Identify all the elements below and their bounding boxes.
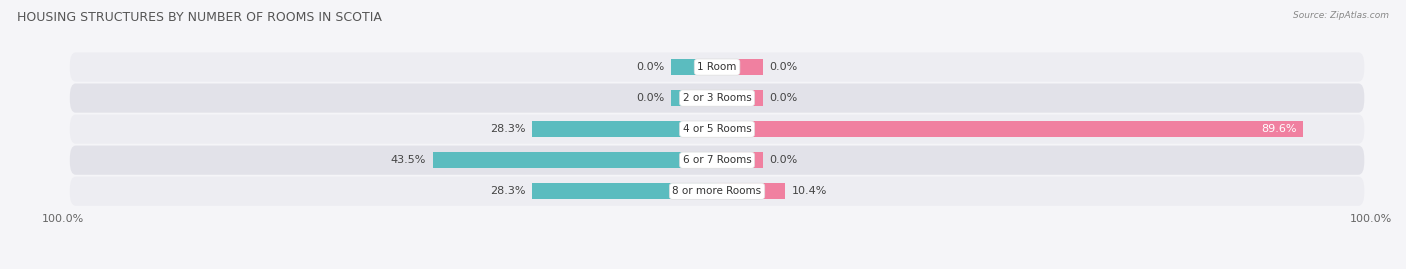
Text: 1 Room: 1 Room bbox=[697, 62, 737, 72]
Text: 4 or 5 Rooms: 4 or 5 Rooms bbox=[683, 124, 751, 134]
Bar bbox=[671, 90, 717, 106]
Text: 6 or 7 Rooms: 6 or 7 Rooms bbox=[683, 155, 751, 165]
Text: 0.0%: 0.0% bbox=[769, 155, 797, 165]
FancyBboxPatch shape bbox=[70, 146, 1364, 175]
Bar bbox=[531, 121, 717, 137]
Text: Source: ZipAtlas.com: Source: ZipAtlas.com bbox=[1294, 11, 1389, 20]
Text: 28.3%: 28.3% bbox=[491, 186, 526, 196]
Text: 43.5%: 43.5% bbox=[391, 155, 426, 165]
Text: 10.4%: 10.4% bbox=[792, 186, 827, 196]
Bar bbox=[717, 183, 785, 199]
Text: 28.3%: 28.3% bbox=[491, 124, 526, 134]
Text: 0.0%: 0.0% bbox=[769, 62, 797, 72]
FancyBboxPatch shape bbox=[70, 115, 1364, 144]
Text: 0.0%: 0.0% bbox=[769, 93, 797, 103]
Bar bbox=[433, 152, 717, 168]
Text: 0.0%: 0.0% bbox=[637, 62, 665, 72]
Text: 89.6%: 89.6% bbox=[1261, 124, 1296, 134]
Text: HOUSING STRUCTURES BY NUMBER OF ROOMS IN SCOTIA: HOUSING STRUCTURES BY NUMBER OF ROOMS IN… bbox=[17, 11, 382, 24]
Text: 0.0%: 0.0% bbox=[637, 93, 665, 103]
Text: 2 or 3 Rooms: 2 or 3 Rooms bbox=[683, 93, 751, 103]
FancyBboxPatch shape bbox=[70, 83, 1364, 113]
Bar bbox=[717, 121, 1303, 137]
Bar bbox=[717, 152, 763, 168]
Bar bbox=[531, 183, 717, 199]
Text: 8 or more Rooms: 8 or more Rooms bbox=[672, 186, 762, 196]
Bar bbox=[717, 59, 763, 75]
Bar bbox=[717, 90, 763, 106]
FancyBboxPatch shape bbox=[70, 177, 1364, 206]
FancyBboxPatch shape bbox=[70, 52, 1364, 82]
Bar bbox=[671, 59, 717, 75]
